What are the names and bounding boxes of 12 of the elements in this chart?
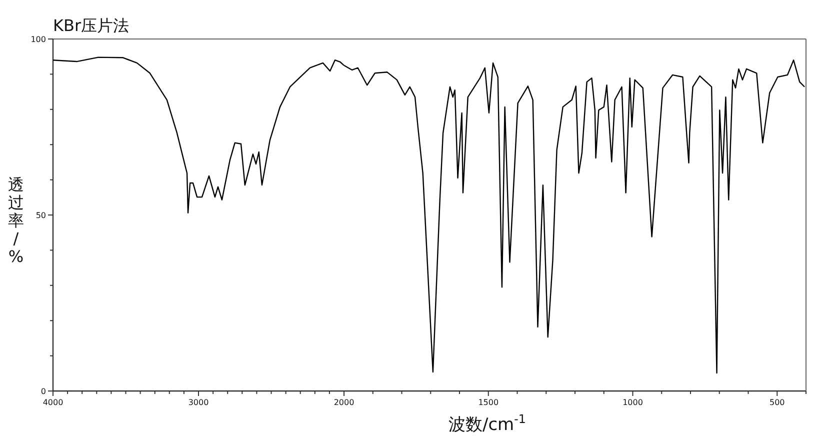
y-axis-title: 透过率/% [8,175,24,266]
y-tick-label: 50 [36,211,46,220]
x-tick-label: 1000 [622,398,643,407]
x-tick-label: 1500 [478,398,499,407]
x-tick-label: 4000 [42,398,64,407]
x-tick-label: 500 [769,398,785,407]
x-axis-title: 波数/cm$^{-1}$ [448,412,526,435]
x-tick-label: 2000 [334,398,354,407]
chart-title: KBr压片法 [53,16,130,35]
y-tick-label: 100 [30,35,46,44]
y-tick-label: 0 [40,387,46,396]
x-tick-label: 3000 [188,398,209,407]
